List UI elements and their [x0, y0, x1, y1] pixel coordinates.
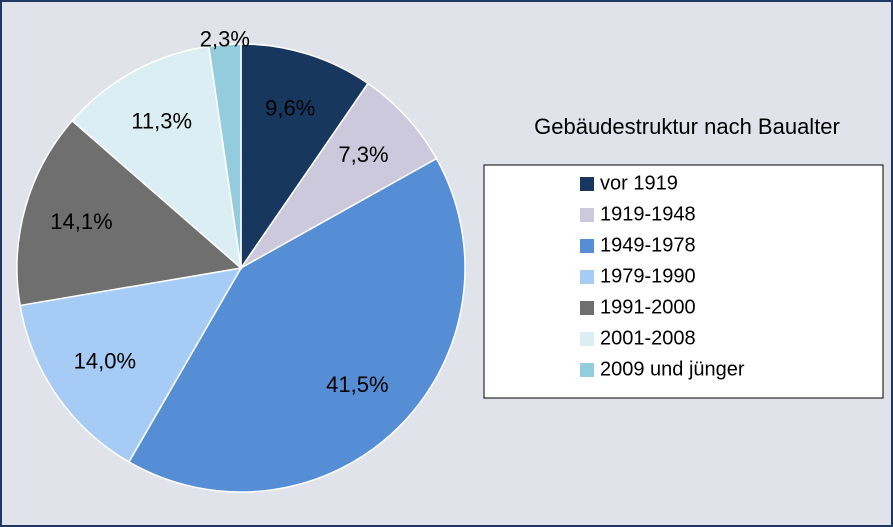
legend-label: 1919-1948	[600, 203, 696, 225]
data-label: 9,6%	[265, 96, 315, 121]
legend-box	[483, 164, 884, 399]
data-label: 7,3%	[338, 142, 388, 167]
data-label: 14,0%	[74, 348, 136, 373]
legend-swatch	[580, 332, 594, 346]
legend-label: 1949-1978	[600, 234, 696, 256]
legend-swatch	[580, 239, 594, 253]
pie-slice	[240, 82, 438, 269]
legend-label: vor 1919	[600, 172, 678, 194]
pie-slice	[71, 45, 243, 270]
legend-label: 2001-2008	[600, 327, 696, 349]
legend-swatch	[580, 208, 594, 222]
data-label: 41,5%	[326, 372, 388, 397]
legend-label: 1991-2000	[600, 296, 696, 318]
pie-slice	[19, 266, 243, 463]
data-label: 2,3%	[200, 26, 250, 51]
pie-slice	[207, 43, 242, 269]
pie-slice	[240, 43, 370, 271]
chart-title: Gebäudestruktur nach Baualter	[534, 114, 840, 139]
legend-swatch	[580, 270, 594, 284]
legend-swatch	[580, 177, 594, 191]
data-label: 11,3%	[131, 108, 192, 133]
legend-swatch	[580, 363, 594, 377]
pie-slice	[16, 119, 243, 307]
legend-label: 1979-1990	[600, 265, 696, 287]
legend-swatch	[580, 301, 594, 315]
pie-slice	[127, 157, 466, 493]
data-label: 14,1%	[50, 209, 112, 234]
legend-label: 2009 und jünger	[600, 358, 745, 380]
